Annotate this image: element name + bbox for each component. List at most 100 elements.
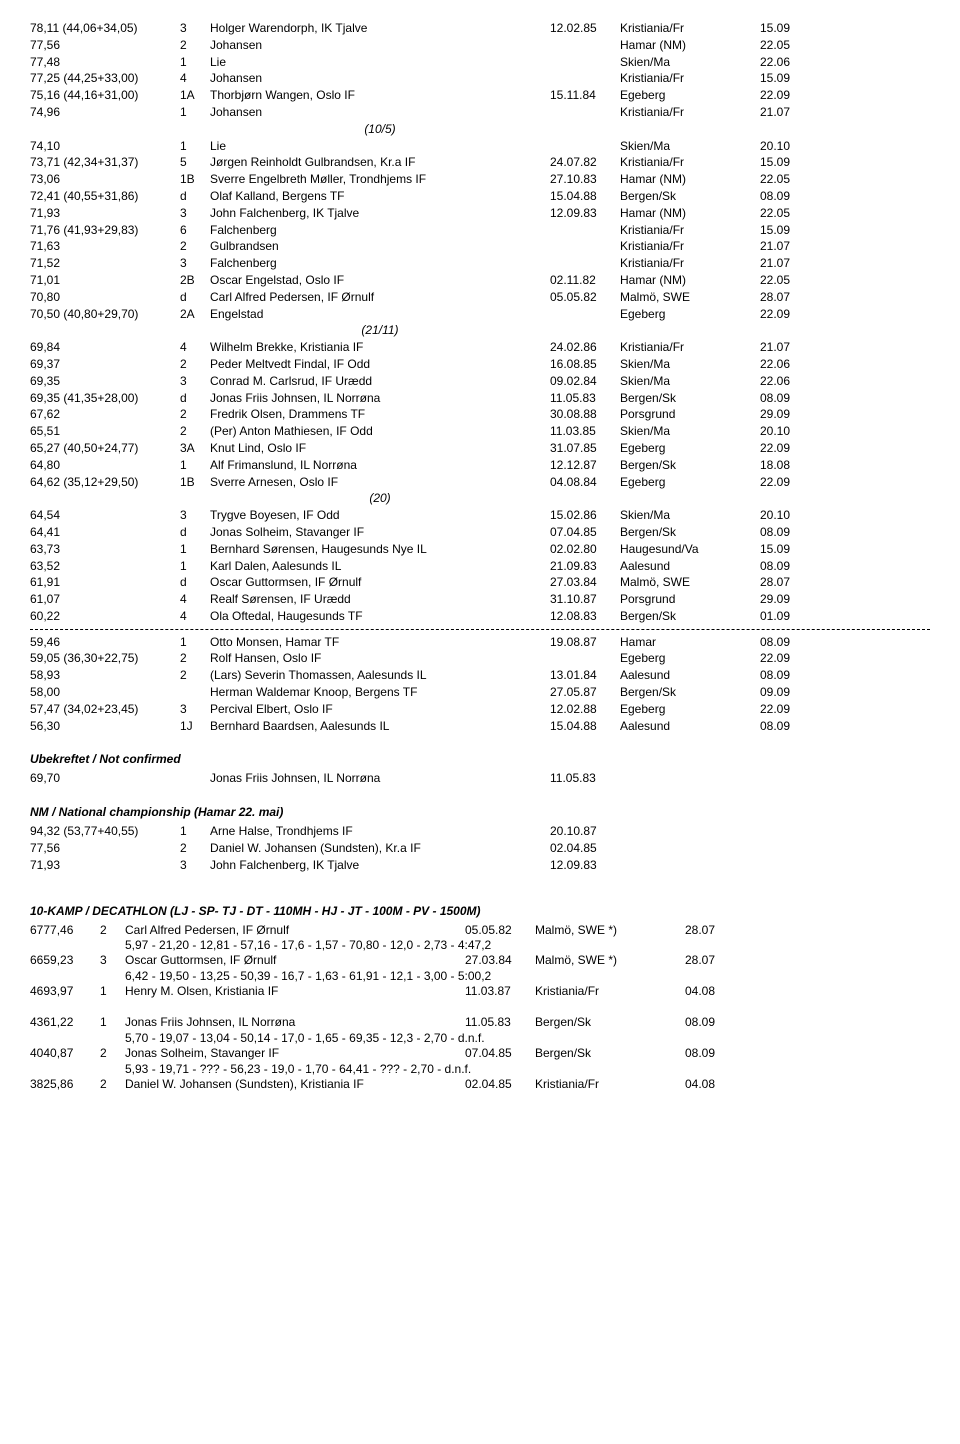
cell-c1: 59,05 (36,30+22,75): [30, 650, 180, 667]
result-row: 69,353Conrad M. Carlsrud, IF Urædd09.02.…: [30, 373, 930, 390]
cell-c3: Falchenberg: [210, 222, 550, 239]
cell-c1: 69,84: [30, 339, 180, 356]
cell-c4: [550, 54, 620, 71]
cell-c3: Daniel W. Johansen (Sundsten), Kr.a IF: [210, 840, 550, 857]
cell-c5: Bergen/Sk: [620, 188, 740, 205]
cell-c6: 22.09: [740, 650, 790, 667]
cell-c5: Kristiania/Fr: [620, 222, 740, 239]
cell-c3: Oscar Engelstad, Oslo IF: [210, 272, 550, 289]
cell-c6: 22.09: [740, 474, 790, 491]
cell-c1: 58,93: [30, 667, 180, 684]
cell-c3: Lie: [210, 138, 550, 155]
cell-c6: 22.05: [740, 37, 790, 54]
decathlon-breakdown: 6,42 - 19,50 - 13,25 - 50,39 - 16,7 - 1,…: [30, 969, 930, 983]
cell-c1: 67,62: [30, 406, 180, 423]
decathlon-row: 4040,872Jonas Solheim, Stavanger IF07.04…: [30, 1045, 930, 1062]
cell-c5: Egeberg: [620, 440, 740, 457]
cell-c4: 12.08.83: [550, 608, 620, 625]
nm-row: 71,933John Falchenberg, IK Tjalve12.09.8…: [30, 857, 930, 874]
cell-c6: 15.09: [740, 70, 790, 87]
cell-c4: 04.08.84: [550, 474, 620, 491]
cell-c6: 01.09: [740, 608, 790, 625]
result-row: 59,05 (36,30+22,75)2Rolf Hansen, Oslo IF…: [30, 650, 930, 667]
cell-c5: Skien/Ma: [620, 54, 740, 71]
cell-c3: Conrad M. Carlsrud, IF Urædd: [210, 373, 550, 390]
cell-c1: 64,80: [30, 457, 180, 474]
result-row: 57,47 (34,02+23,45)3Percival Elbert, Osl…: [30, 701, 930, 718]
count-note: (10/5): [30, 121, 930, 138]
cell-c1: 73,71 (42,34+31,37): [30, 154, 180, 171]
cell-c2: 1: [180, 54, 210, 71]
cell-c4: 15.04.88: [550, 718, 620, 735]
result-row: 73,061BSverre Engelbreth Møller, Trondhj…: [30, 171, 930, 188]
cell-c1: 71,93: [30, 205, 180, 222]
result-row: 72,41 (40,55+31,86)dOlaf Kalland, Bergen…: [30, 188, 930, 205]
cell-c6: 21.07: [740, 255, 790, 272]
cell-c3: Sverre Engelbreth Møller, Trondhjems IF: [210, 171, 550, 188]
cell-c6: 08.09: [740, 634, 790, 651]
cell-c3: (Per) Anton Mathiesen, IF Odd: [210, 423, 550, 440]
cell-c1: 73,06: [30, 171, 180, 188]
cell-c1: 75,16 (44,16+31,00): [30, 87, 180, 104]
cell-c2: 2A: [180, 306, 210, 323]
count-note: (20): [30, 490, 930, 507]
cell-d6: 04.08: [665, 983, 715, 1000]
nm-table: 94,32 (53,77+40,55)1Arne Halse, Trondhje…: [30, 823, 930, 873]
cell-c3: John Falchenberg, IK Tjalve: [210, 857, 550, 874]
result-row: 77,562JohansenHamar (NM)22.05: [30, 37, 930, 54]
cell-d4: 05.05.82: [465, 922, 535, 939]
cell-c1: 77,56: [30, 37, 180, 54]
cell-c4: [550, 138, 620, 155]
cell-c4: 31.07.85: [550, 440, 620, 457]
cell-c5: Egeberg: [620, 650, 740, 667]
cell-d3: Jonas Solheim, Stavanger IF: [125, 1045, 465, 1062]
cell-c3: Rolf Hansen, Oslo IF: [210, 650, 550, 667]
cell-d4: 27.03.84: [465, 952, 535, 969]
cell-c5: Haugesund/Va: [620, 541, 740, 558]
cell-c5: Skien/Ma: [620, 373, 740, 390]
result-row: 64,62 (35,12+29,50)1BSverre Arnesen, Osl…: [30, 474, 930, 491]
nm-row: 94,32 (53,77+40,55)1Arne Halse, Trondhje…: [30, 823, 930, 840]
cell-c2: d: [180, 188, 210, 205]
cell-c4: 12.09.83: [550, 205, 620, 222]
cell-c1: 70,80: [30, 289, 180, 306]
cell-c4: 13.01.84: [550, 667, 620, 684]
cell-c6: 15.09: [740, 20, 790, 37]
cell-d1: 4361,22: [30, 1014, 100, 1031]
count-note: (21/11): [30, 322, 930, 339]
cell-c3: Fredrik Olsen, Drammens TF: [210, 406, 550, 423]
result-row: 58,00Herman Waldemar Knoop, Bergens TF27…: [30, 684, 930, 701]
cell-c2: 3: [180, 373, 210, 390]
cell-c2: 4: [180, 608, 210, 625]
cell-c3: Trygve Boyesen, IF Odd: [210, 507, 550, 524]
cell-c3: Otto Monsen, Hamar TF: [210, 634, 550, 651]
cell-c2: 4: [180, 591, 210, 608]
cell-c2: 2: [180, 650, 210, 667]
cell-c1: 64,54: [30, 507, 180, 524]
cell-d6: 28.07: [665, 922, 715, 939]
cell-c2: d: [180, 574, 210, 591]
cell-c6: 29.09: [740, 406, 790, 423]
cell-c6: 22.09: [740, 87, 790, 104]
cell-c4: 24.02.86: [550, 339, 620, 356]
cell-c4: 05.05.82: [550, 289, 620, 306]
cell-c3: Arne Halse, Trondhjems IF: [210, 823, 550, 840]
cell-c3: Jonas Solheim, Stavanger IF: [210, 524, 550, 541]
cell-d6: 08.09: [665, 1045, 715, 1062]
cell-c6: 22.05: [740, 171, 790, 188]
cell-c2: 1J: [180, 718, 210, 735]
cell-c5: Skien/Ma: [620, 356, 740, 373]
cell-c6: 08.09: [740, 558, 790, 575]
cell-d1: 3825,86: [30, 1076, 100, 1093]
cell-c6: 08.09: [740, 667, 790, 684]
cell-c4: [550, 70, 620, 87]
cell-c5: Aalesund: [620, 667, 740, 684]
cell-c4: 19.08.87: [550, 634, 620, 651]
cell-c1: 71,63: [30, 238, 180, 255]
cell-c1: 78,11 (44,06+34,05): [30, 20, 180, 37]
cell-c1: 69,37: [30, 356, 180, 373]
cell-c2: 1: [180, 558, 210, 575]
cell-c6: 22.09: [740, 440, 790, 457]
decathlon-row: 3825,862Daniel W. Johansen (Sundsten), K…: [30, 1076, 930, 1093]
unconfirmed-header: Ubekreftet / Not confirmed: [30, 752, 930, 766]
